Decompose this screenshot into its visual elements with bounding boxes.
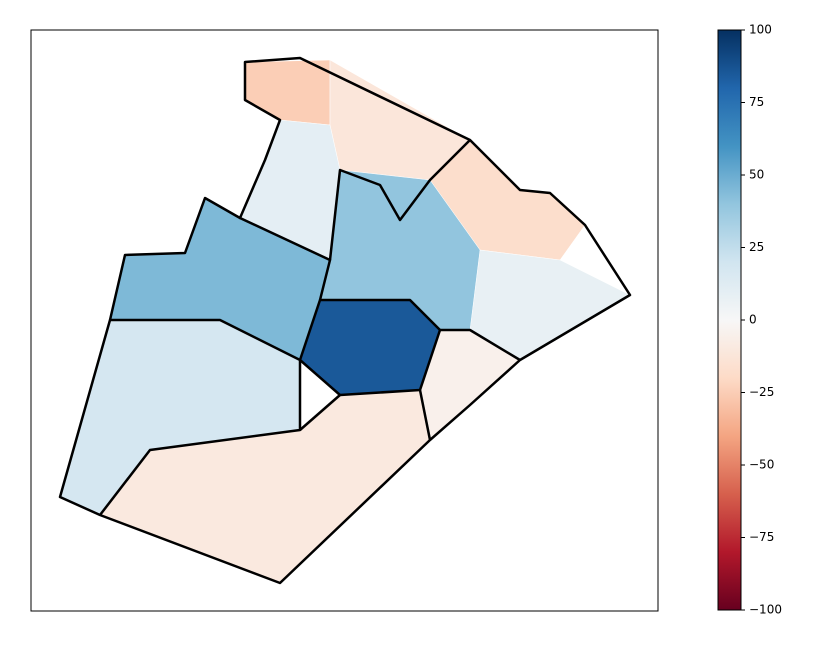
district-border <box>418 389 432 441</box>
district-border <box>99 318 302 516</box>
colorbar-tick-label: 0 <box>749 313 757 327</box>
colorbar-tick-label: −75 <box>749 530 774 544</box>
district-border <box>239 216 332 301</box>
regions <box>59 59 631 584</box>
colorbar-tick-label: 25 <box>749 240 764 254</box>
borders <box>58 56 632 585</box>
colorbar-tick-label: −100 <box>749 603 782 617</box>
colorbar-tick-label: −25 <box>749 385 774 399</box>
region <box>299 299 441 396</box>
colorbar-tick-label: 50 <box>749 168 764 182</box>
district-border <box>440 328 521 362</box>
colorbar-tick-label: 75 <box>749 95 764 109</box>
colorbar-tick-label: −50 <box>749 458 774 472</box>
colorbar <box>717 29 742 611</box>
county-outline <box>58 56 632 585</box>
map-frame <box>30 29 659 612</box>
district-border <box>299 394 341 431</box>
region <box>244 59 331 126</box>
colorbar-tick-label: 100 <box>749 23 772 37</box>
district-border <box>328 139 471 261</box>
